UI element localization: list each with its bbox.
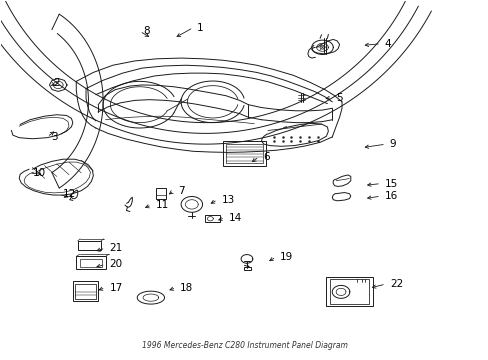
Bar — [76, 256, 105, 269]
Text: 20: 20 — [109, 259, 122, 269]
Text: 17: 17 — [109, 283, 122, 293]
Text: 12: 12 — [63, 189, 76, 199]
Text: 11: 11 — [156, 200, 169, 210]
Text: 10: 10 — [33, 168, 46, 178]
Bar — [243, 267, 251, 270]
Bar — [329, 279, 368, 304]
Text: 3: 3 — [51, 132, 58, 142]
Bar — [326, 277, 372, 306]
Text: 19: 19 — [280, 252, 293, 262]
Bar — [205, 215, 220, 222]
Text: 8: 8 — [143, 26, 150, 36]
Bar — [73, 282, 98, 301]
Text: 18: 18 — [180, 283, 193, 293]
Text: 5: 5 — [335, 93, 342, 103]
Bar — [75, 284, 96, 299]
Text: 4: 4 — [384, 39, 391, 49]
Bar — [225, 144, 263, 163]
Text: 7: 7 — [177, 186, 184, 196]
Text: 9: 9 — [389, 139, 396, 149]
Bar — [222, 141, 266, 166]
Text: 21: 21 — [109, 243, 122, 253]
Bar — [156, 188, 165, 199]
Text: 14: 14 — [228, 213, 242, 222]
Text: 1996 Mercedes-Benz C280 Instrument Panel Diagram: 1996 Mercedes-Benz C280 Instrument Panel… — [141, 341, 347, 350]
Text: 16: 16 — [384, 191, 397, 201]
Text: 6: 6 — [263, 152, 269, 162]
Text: 2: 2 — [53, 78, 60, 88]
Bar — [80, 259, 102, 267]
Text: 1: 1 — [197, 23, 203, 33]
Bar — [78, 241, 101, 250]
Text: 13: 13 — [221, 195, 234, 205]
Text: 22: 22 — [389, 279, 402, 289]
Text: 15: 15 — [384, 179, 397, 189]
